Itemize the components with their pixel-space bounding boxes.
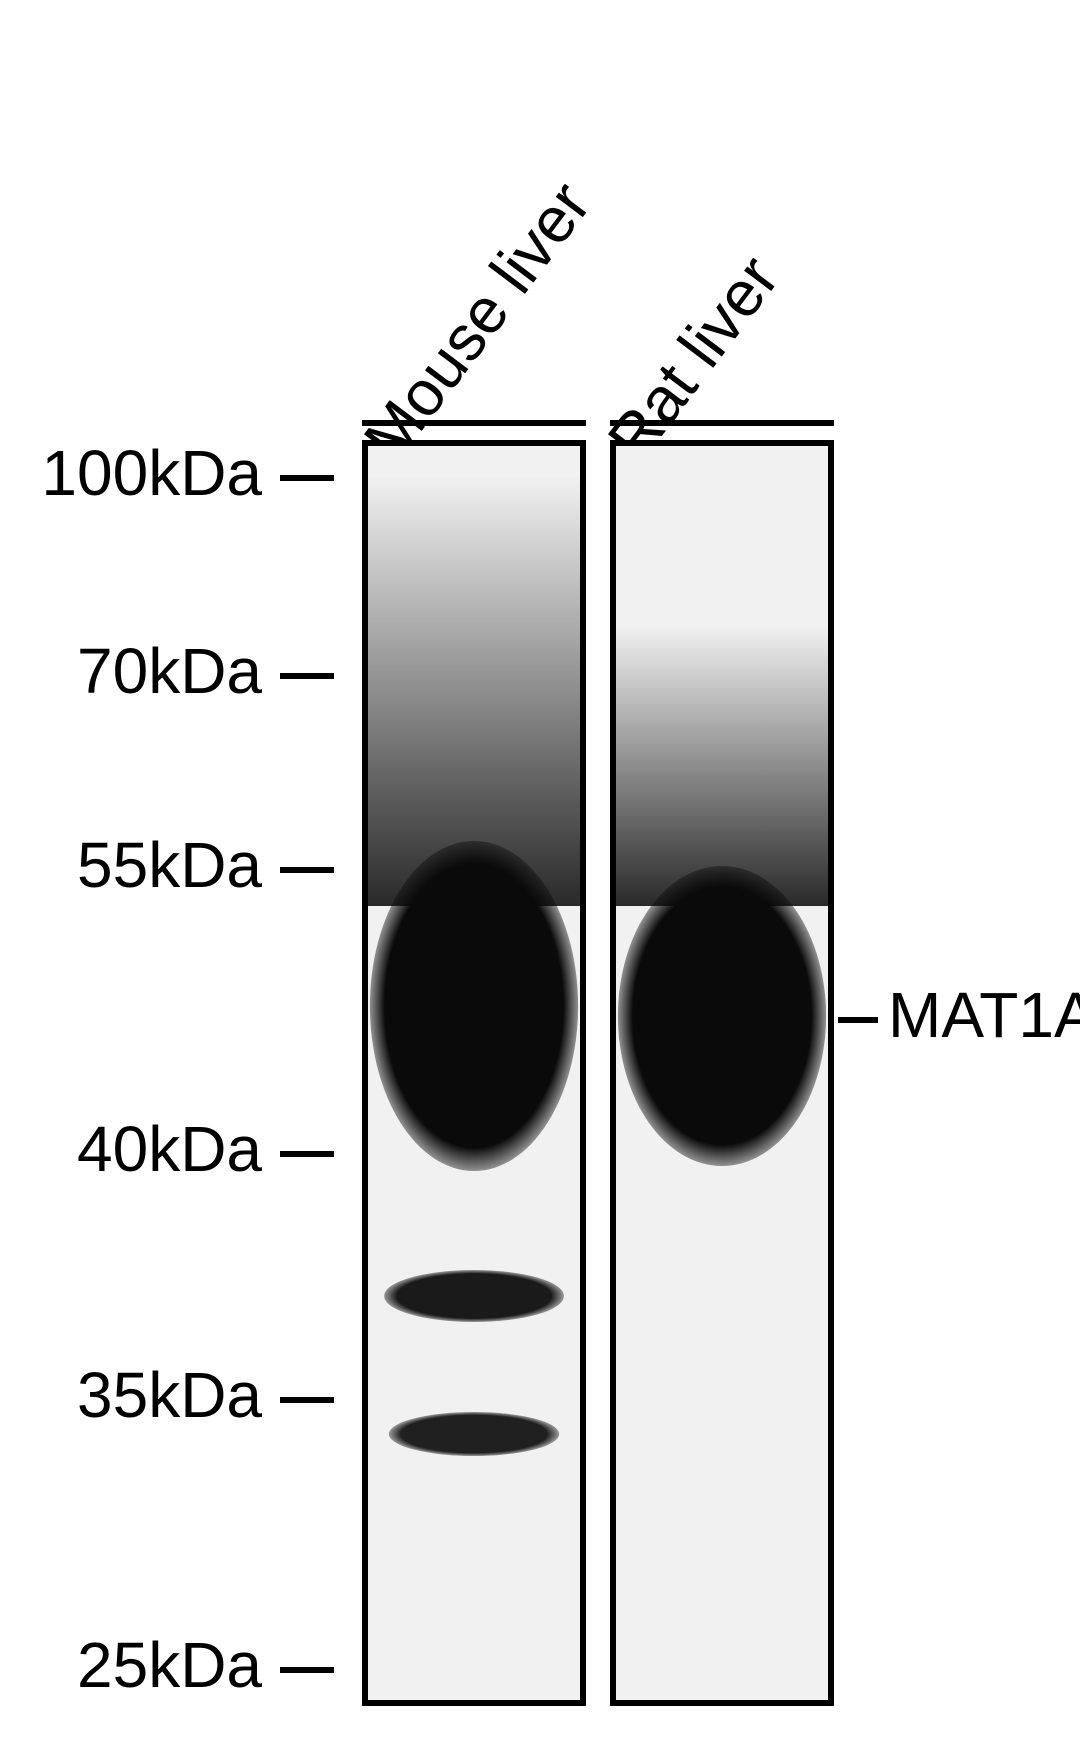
lane-label-text: Rat liver [594, 243, 793, 474]
lane-box [362, 440, 586, 1706]
band [368, 1270, 580, 1322]
mw-label: 35kDa [2, 1358, 262, 1432]
mw-tick [280, 867, 334, 873]
mw-tick [280, 1667, 334, 1673]
lane-label-text: Mouse liver [350, 169, 604, 474]
band [368, 1411, 580, 1457]
mw-tick [280, 1397, 334, 1403]
mw-label: 100kDa [2, 436, 262, 510]
mw-label-text: 70kDa [77, 635, 262, 707]
mw-label: 40kDa [2, 1112, 262, 1186]
mw-tick [280, 673, 334, 679]
mw-label-text: 25kDa [77, 1629, 262, 1701]
lane-label: Mouse liver [349, 168, 605, 474]
western-blot-figure: 100kDa 70kDa 55kDa 40kDa 35kDa 25kDa Mouse li… [0, 0, 1080, 1758]
mw-label-text: 55kDa [77, 829, 262, 901]
band [368, 841, 580, 1171]
mw-label: 25kDa [2, 1628, 262, 1702]
target-label-text: MAT1A [888, 979, 1080, 1051]
lane-underline [610, 420, 834, 426]
lane-box [610, 440, 834, 1706]
target-label: MAT1A [888, 978, 1080, 1052]
mw-label-text: 100kDa [41, 437, 262, 509]
band-smear [368, 476, 580, 906]
mw-tick [280, 1151, 334, 1157]
target-tick [838, 1017, 878, 1023]
mw-label: 70kDa [2, 634, 262, 708]
band-smear [616, 626, 828, 906]
lane-underline [362, 420, 586, 426]
band [616, 866, 828, 1166]
mw-label-text: 40kDa [77, 1113, 262, 1185]
mw-label: 55kDa [2, 828, 262, 902]
mw-label-text: 35kDa [77, 1359, 262, 1431]
mw-tick [280, 475, 334, 481]
